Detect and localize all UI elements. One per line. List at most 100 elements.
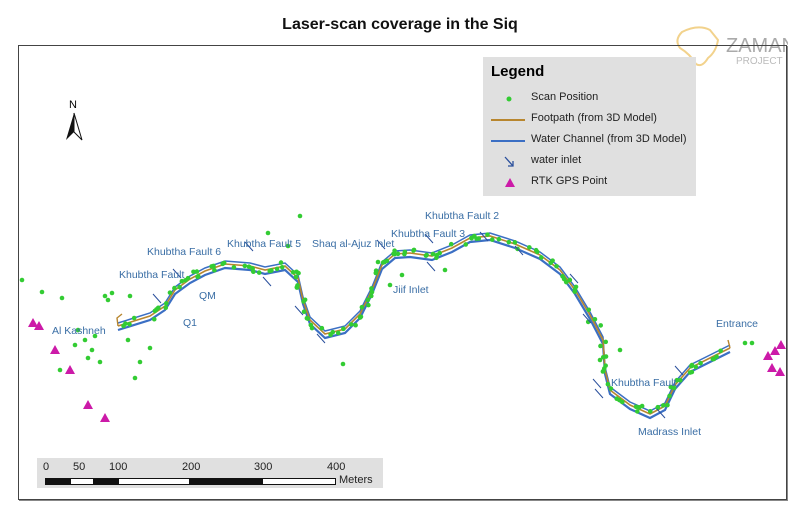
scan-position-dot [550, 258, 555, 263]
rtk-gps-point [34, 321, 44, 330]
scan-position-dot [369, 286, 374, 291]
place-label: Khubtha Fault 2 [425, 210, 500, 222]
scan-position-dot [102, 293, 108, 299]
place-label: Khubtha Fault 6 [147, 246, 222, 258]
water-inlet-arrow [424, 233, 434, 244]
scan-position-dot [437, 250, 442, 256]
scan-position-dot [592, 316, 598, 322]
scan-position-dot [246, 264, 252, 270]
water-inlet-arrow [152, 293, 162, 304]
scan-position-dot [671, 385, 677, 391]
scan-position-dot [485, 232, 490, 237]
scan-position-dot [424, 252, 429, 258]
scan-position-dot [698, 360, 703, 366]
water-inlet-arrow-icon [504, 156, 514, 167]
water-inlet-arrow [479, 231, 489, 242]
scan-position-dot [365, 297, 371, 303]
scan-position-dot [152, 308, 158, 314]
scan-position-dot [660, 403, 666, 408]
water-inlet-arrow [592, 378, 602, 389]
scan-position-dot [75, 327, 81, 333]
scan-position-dot [295, 283, 300, 288]
scan-position-dot [131, 315, 137, 321]
scan-position-dot [105, 297, 111, 303]
scan-position-dot [348, 322, 354, 327]
scan-position-dot [278, 260, 284, 265]
scan-position-dot [598, 343, 603, 349]
scan-position-dot [212, 267, 217, 273]
svg-text:PROJECT: PROJECT [736, 56, 783, 67]
water-inlet-arrow [294, 305, 304, 316]
scan-position-dot [636, 404, 642, 410]
svg-text:N: N [69, 99, 77, 111]
scan-position-dot [368, 293, 374, 299]
svg-text:ZAMANI: ZAMANI [726, 35, 788, 57]
scan-position-dot [147, 345, 153, 351]
scan-position-dot [603, 339, 609, 345]
rtk-gps-point [100, 413, 110, 422]
scan-position-dot [167, 290, 173, 295]
place-label: Entrance [716, 318, 759, 330]
scan-position-dot [308, 322, 314, 328]
scan-position-dot [560, 274, 565, 279]
rtk-gps-point [28, 318, 38, 327]
water-channel-line [117, 232, 731, 412]
scan-position-dot [341, 326, 346, 332]
scan-position-dot [489, 237, 495, 242]
scan-position-dot [573, 284, 579, 290]
scan-position-dot [572, 289, 578, 294]
scan-position-dot [710, 356, 716, 362]
legend-item-water-inlet: water inlet [483, 154, 696, 170]
footpath-line [727, 339, 731, 349]
footpath-line [116, 313, 123, 327]
scan-dot-icon [506, 96, 512, 102]
water-inlet-arrow [172, 268, 182, 279]
legend-item-rtk-gps-point: RTK GPS Point [483, 175, 696, 191]
scan-position-dot [231, 265, 237, 270]
scan-position-dot [527, 245, 532, 250]
scan-position-dot [387, 282, 393, 288]
scan-position-dot [463, 242, 469, 247]
scan-position-dot [121, 323, 126, 329]
north-arrow-icon: N [66, 99, 83, 141]
scan-position-dot [242, 263, 248, 269]
scan-position-dot [598, 323, 604, 328]
legend-item-scan-position: Scan Position [483, 91, 696, 107]
rtk-gps-point [775, 367, 785, 376]
scan-position-dot [265, 230, 271, 236]
scan-position-dot [319, 325, 325, 331]
scan-position-dot [586, 307, 592, 313]
scan-position-dot [749, 340, 755, 346]
scan-position-dot [512, 240, 518, 245]
scan-position-dot [125, 337, 131, 343]
scan-position-dot [89, 347, 95, 353]
scan-position-dot [476, 236, 482, 241]
scale-unit: Meters [339, 474, 373, 486]
water-inlet-arrow [262, 276, 272, 287]
water-inlet-arrow [674, 365, 684, 376]
water-inlet-arrow [656, 408, 666, 419]
scan-position-dot [506, 239, 512, 245]
scan-position-dot [600, 369, 606, 374]
scan-position-dot [296, 270, 301, 276]
place-label: Khubtha Fault [119, 269, 185, 281]
scan-position-dot [328, 332, 333, 337]
water-inlet-arrow [514, 245, 524, 256]
scan-position-dot [411, 247, 417, 253]
scan-position-dot [279, 264, 285, 270]
place-label: Khubtha Fault 3 [391, 228, 466, 240]
scan-position-dot [163, 301, 169, 306]
scan-position-dot [185, 275, 191, 281]
scan-position-dot [293, 274, 299, 280]
place-label: Jiif Inlet [393, 284, 429, 296]
scan-position-dot [97, 359, 103, 365]
water-inlet-arrow [426, 261, 436, 272]
rtk-gps-point [776, 340, 786, 349]
map-frame [18, 45, 787, 500]
scan-position-dot [340, 361, 346, 367]
scan-position-dot [251, 269, 256, 274]
scan-position-dot [554, 264, 559, 269]
rtk-gps-point [50, 345, 60, 354]
scan-position-dot [132, 375, 138, 381]
